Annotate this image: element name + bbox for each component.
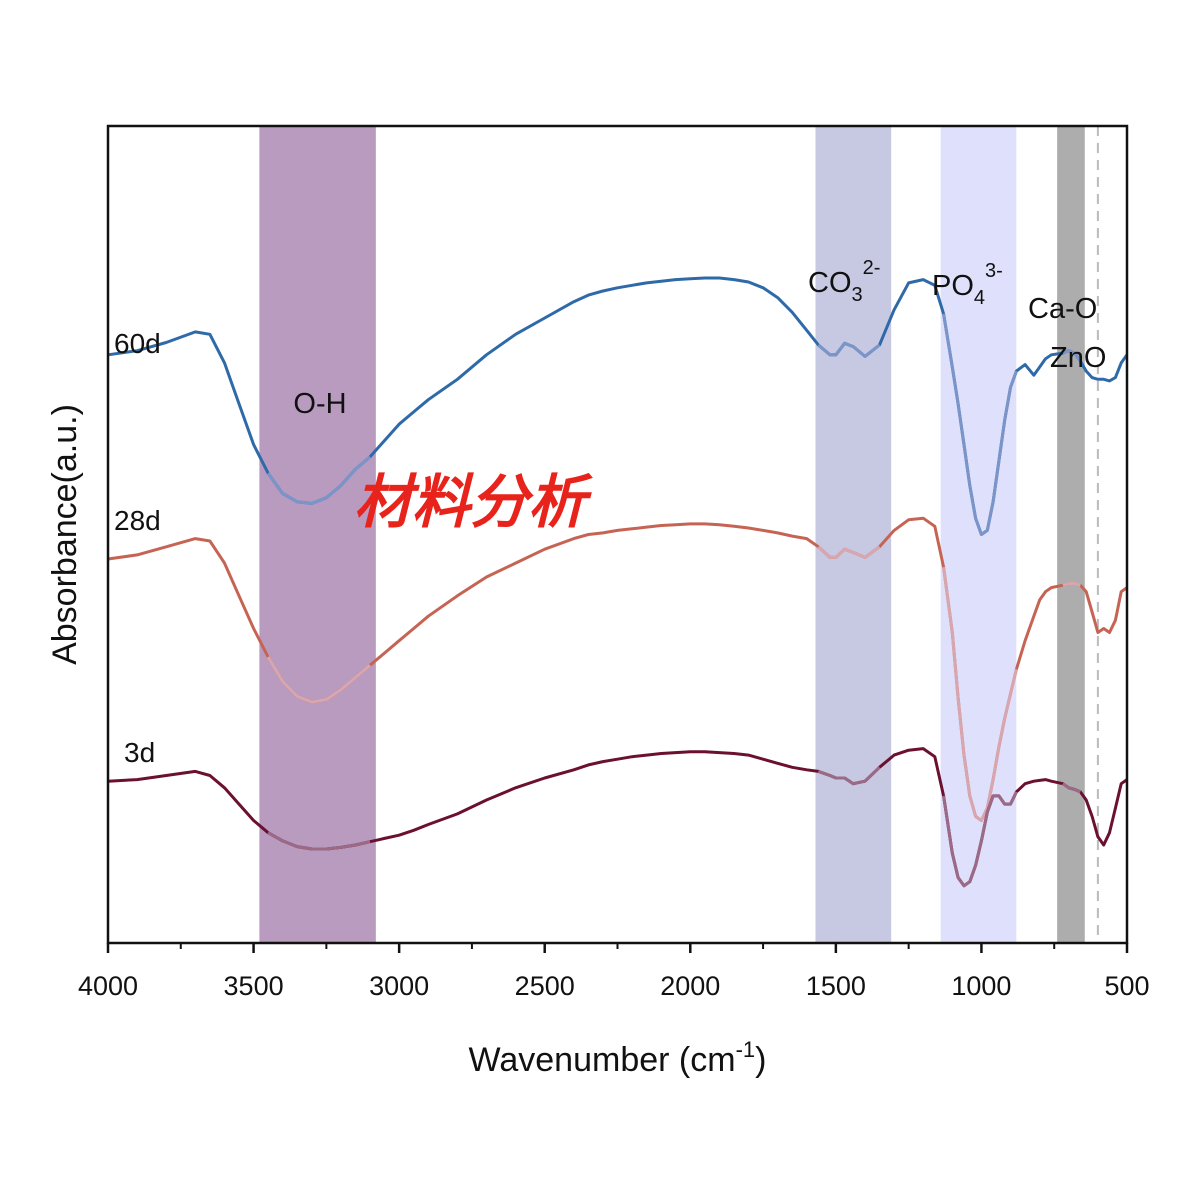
watermark: 材料分析 (354, 468, 593, 536)
band-label-text: PO (932, 270, 974, 302)
band-label-o-h: O-H (293, 388, 346, 420)
x-tick-label-1000: 1000 (951, 971, 1011, 1001)
x-tick-label-4000: 4000 (78, 971, 138, 1001)
x-tick-label-500: 500 (1104, 971, 1149, 1001)
x-axis-title-main: Wavenumber (cm (469, 1041, 736, 1079)
series-label-3d: 3d (124, 737, 155, 768)
annotation-layer: O-H CO32- PO43- Ca-O ZnO 60d 28d 3d (114, 257, 1106, 768)
x-axis-title: Wavenumber (cm-1) (469, 1037, 767, 1079)
band-po4 (940, 126, 1017, 943)
band-label-text: CO (808, 267, 852, 299)
band-label-po4: PO43- (932, 260, 1003, 309)
band-label-co3: CO32- (808, 257, 880, 306)
series-band-segment-28d (1062, 582, 1081, 587)
series-band-segment-28d (942, 567, 1018, 822)
x-tick-label-2500: 2500 (515, 971, 575, 1001)
series-band-segment-60d (942, 313, 1018, 536)
series-band-segment-3d (1062, 782, 1081, 794)
series-band-segment-3d (942, 791, 1018, 888)
band-label-ca-o: Ca-O (1028, 293, 1097, 325)
x-tick-label-3000: 3000 (369, 971, 429, 1001)
series-band-segment-28d (266, 656, 371, 704)
band-layer (259, 126, 1099, 943)
series-label-28d: 28d (114, 505, 161, 536)
series-band-segment-60d (817, 341, 881, 358)
band-label-subscript: 4 (974, 287, 985, 309)
series-band-segment-60d (1062, 349, 1082, 363)
band-label-text: Ca-O (1028, 293, 1097, 325)
series-band-segment-3d (817, 766, 881, 786)
series-label-60d: 60d (114, 328, 161, 359)
x-tick-label-1500: 1500 (806, 971, 866, 1001)
band-label-text: O-H (293, 388, 346, 420)
band-label-superscript: 3- (985, 260, 1003, 282)
series-layer (107, 276, 1129, 888)
x-axis: 4000 3500 3000 2500 2000 1500 1000 500 (78, 943, 1150, 1001)
series-band-segment-28d (817, 545, 881, 559)
band-ca-o (1057, 126, 1085, 943)
x-axis-title-superscript: -1 (736, 1037, 756, 1062)
band-co3 (815, 126, 892, 943)
x-tick-label-3500: 3500 (224, 971, 284, 1001)
series-band-segment-60d (266, 455, 371, 505)
reference-label-zno: ZnO (1050, 342, 1106, 374)
band-label-superscript: 2- (863, 257, 881, 279)
x-axis-title-end: ) (755, 1041, 766, 1079)
x-tick-label-2000: 2000 (660, 971, 720, 1001)
band-o-h (259, 126, 376, 943)
band-label-subscript: 3 (852, 284, 863, 306)
series-band-segment-3d (267, 831, 371, 851)
y-axis-title: Absorbance(a.u.) (46, 404, 84, 665)
